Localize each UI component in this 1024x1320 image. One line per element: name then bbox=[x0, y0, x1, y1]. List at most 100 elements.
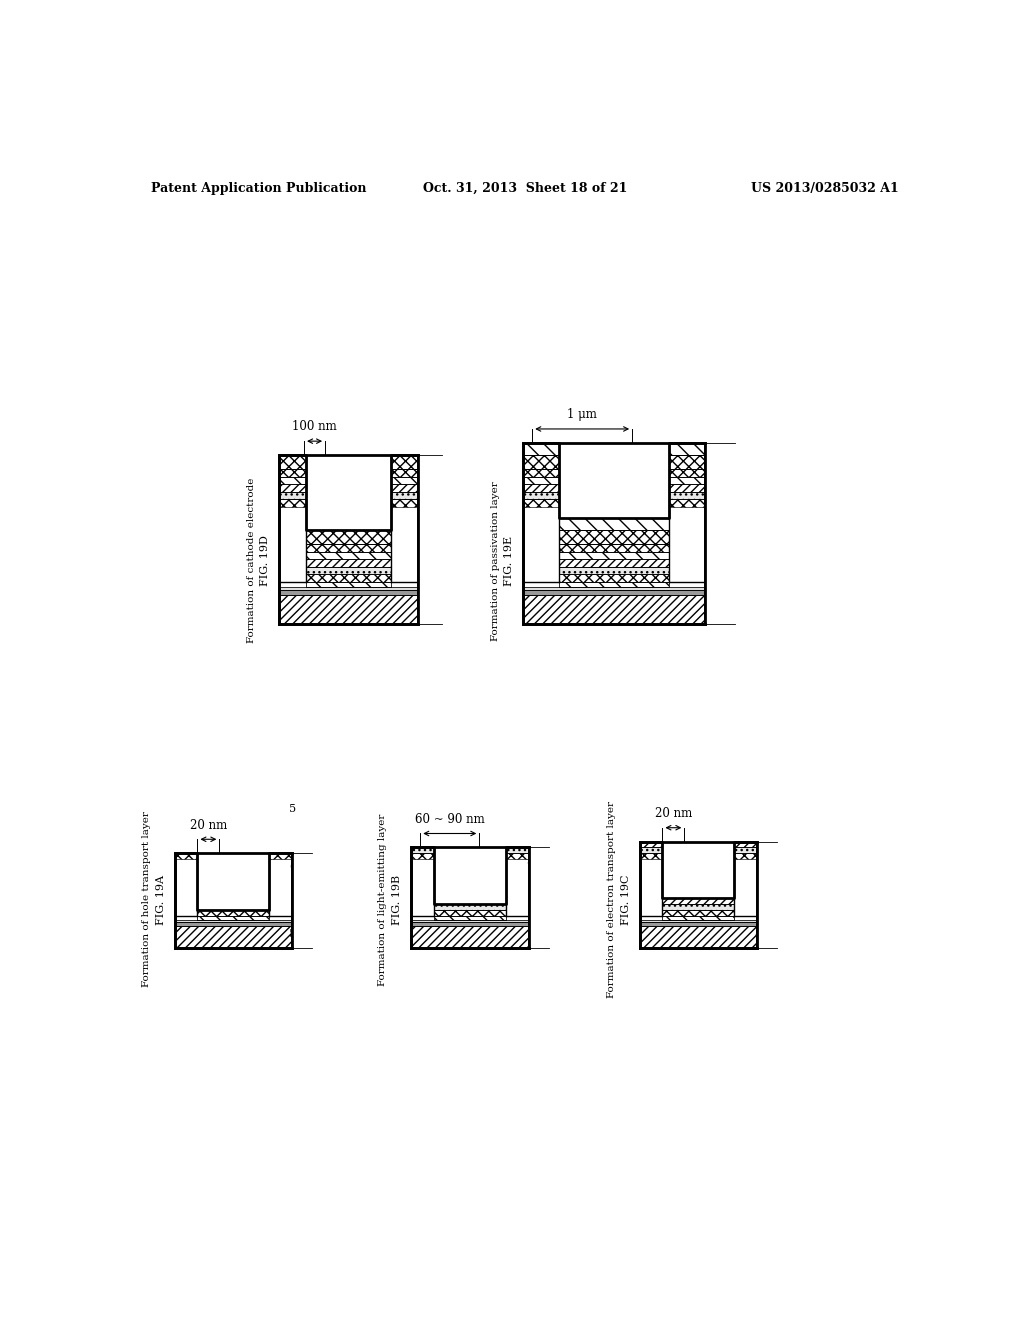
Bar bbox=[306, 566, 391, 574]
Bar bbox=[705, 416, 760, 624]
Text: Oct. 31, 2013  Sheet 18 of 21: Oct. 31, 2013 Sheet 18 of 21 bbox=[423, 182, 627, 194]
Bar bbox=[391, 455, 418, 469]
Bar bbox=[758, 826, 795, 948]
Bar bbox=[640, 920, 758, 923]
Bar bbox=[306, 552, 391, 560]
Bar bbox=[670, 507, 705, 582]
Bar bbox=[670, 477, 705, 484]
Bar bbox=[391, 492, 418, 499]
Bar bbox=[280, 590, 418, 595]
Bar bbox=[293, 838, 330, 948]
Bar bbox=[670, 455, 705, 469]
Bar bbox=[174, 859, 198, 916]
Bar bbox=[174, 920, 293, 923]
Bar bbox=[640, 853, 663, 859]
Bar bbox=[306, 582, 391, 587]
Bar bbox=[523, 507, 559, 582]
Bar bbox=[523, 492, 559, 499]
Bar bbox=[663, 904, 734, 909]
Bar bbox=[523, 587, 705, 590]
Bar bbox=[670, 492, 705, 499]
Bar bbox=[523, 469, 559, 477]
Text: Patent Application Publication: Patent Application Publication bbox=[152, 182, 367, 194]
Bar bbox=[506, 916, 528, 920]
Text: FIG. 19B: FIG. 19B bbox=[392, 874, 402, 924]
Text: 6: 6 bbox=[290, 862, 297, 871]
Bar bbox=[280, 492, 306, 499]
Bar bbox=[559, 582, 670, 587]
Bar bbox=[559, 560, 670, 566]
Bar bbox=[174, 916, 198, 920]
Text: 9: 9 bbox=[422, 606, 429, 615]
Bar bbox=[174, 853, 198, 859]
Text: 1 μm: 1 μm bbox=[567, 408, 597, 421]
Bar bbox=[391, 477, 418, 484]
Text: 20 nm: 20 nm bbox=[654, 807, 692, 820]
Bar bbox=[670, 442, 705, 455]
Bar bbox=[418, 440, 461, 624]
Bar bbox=[391, 484, 418, 492]
Bar bbox=[640, 842, 663, 847]
Bar bbox=[663, 909, 734, 916]
Bar bbox=[280, 455, 306, 469]
Bar bbox=[559, 566, 670, 574]
Text: 20 nm: 20 nm bbox=[189, 818, 227, 832]
Bar bbox=[670, 484, 705, 492]
Bar bbox=[411, 859, 434, 916]
Bar bbox=[411, 925, 528, 948]
Text: 5: 5 bbox=[290, 804, 297, 814]
Bar bbox=[280, 587, 418, 590]
Bar bbox=[280, 484, 306, 492]
Bar bbox=[734, 853, 758, 859]
Text: FIG. 19E: FIG. 19E bbox=[504, 536, 514, 586]
Bar bbox=[663, 899, 734, 904]
Bar bbox=[280, 469, 306, 477]
Bar bbox=[528, 832, 566, 948]
Bar bbox=[306, 529, 391, 544]
Bar bbox=[306, 574, 391, 582]
Bar bbox=[523, 499, 559, 507]
Bar bbox=[280, 582, 306, 587]
Bar bbox=[411, 847, 434, 853]
Text: Formation of light-emitting layer: Formation of light-emitting layer bbox=[379, 813, 387, 986]
Bar bbox=[411, 853, 434, 859]
Bar bbox=[640, 925, 758, 948]
Bar bbox=[734, 859, 758, 916]
Text: 60 ~ 90 nm: 60 ~ 90 nm bbox=[415, 813, 484, 826]
Bar bbox=[670, 582, 705, 587]
Text: Formation of cathode electrode: Formation of cathode electrode bbox=[247, 478, 256, 643]
Bar bbox=[280, 507, 306, 582]
Bar bbox=[280, 595, 418, 624]
Bar bbox=[734, 847, 758, 853]
Bar bbox=[640, 923, 758, 925]
Text: 10: 10 bbox=[709, 606, 723, 615]
Bar bbox=[269, 853, 293, 859]
Bar bbox=[411, 916, 434, 920]
Bar bbox=[306, 560, 391, 566]
Bar bbox=[734, 916, 758, 920]
Bar bbox=[663, 916, 734, 920]
Bar bbox=[434, 904, 506, 909]
Bar bbox=[198, 909, 269, 916]
Text: Formation of hole transport layer: Formation of hole transport layer bbox=[142, 812, 152, 987]
Bar bbox=[506, 847, 528, 853]
Bar bbox=[640, 916, 663, 920]
Bar bbox=[280, 499, 306, 507]
Bar bbox=[391, 507, 418, 582]
Bar bbox=[411, 923, 528, 925]
Bar bbox=[523, 455, 559, 469]
Bar bbox=[523, 442, 559, 455]
Text: FIG. 19C: FIG. 19C bbox=[621, 874, 631, 925]
Bar bbox=[523, 590, 705, 595]
Bar bbox=[269, 916, 293, 920]
Bar bbox=[506, 853, 528, 859]
Bar bbox=[506, 859, 528, 916]
Text: FIG. 19A: FIG. 19A bbox=[156, 875, 166, 924]
Bar bbox=[411, 920, 528, 923]
Bar bbox=[670, 499, 705, 507]
Bar bbox=[559, 517, 670, 529]
Bar bbox=[269, 859, 293, 916]
Bar bbox=[391, 469, 418, 477]
Bar bbox=[559, 552, 670, 560]
Bar bbox=[523, 484, 559, 492]
